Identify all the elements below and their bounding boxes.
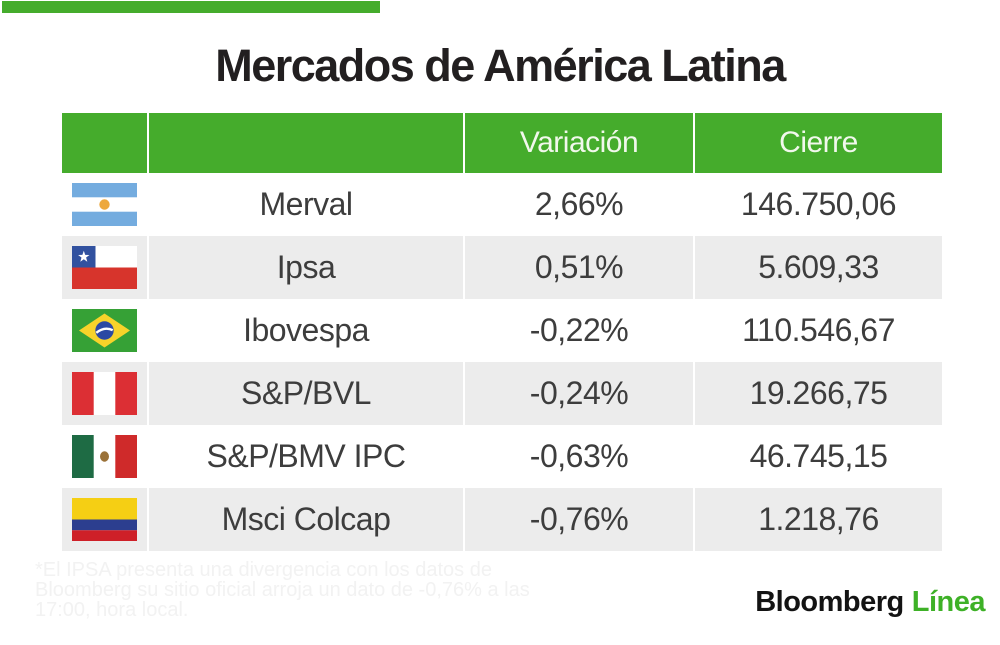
index-variation: 2,66% — [463, 173, 693, 236]
flag-cell — [62, 173, 147, 236]
colombia-flag-icon — [72, 498, 137, 541]
index-name: Merval — [147, 173, 463, 236]
flag-cell — [62, 299, 147, 362]
header-variacion: Variación — [463, 113, 693, 173]
index-variation: -0,63% — [463, 425, 693, 488]
index-variation: -0,24% — [463, 362, 693, 425]
index-close: 146.750,06 — [693, 173, 942, 236]
index-name: Msci Colcap — [147, 488, 463, 551]
index-name: S&P/BVL — [147, 362, 463, 425]
header-flag-cell — [62, 113, 147, 173]
index-name: Ibovespa — [147, 299, 463, 362]
table-header-row: Variación Cierre — [62, 113, 942, 173]
index-name: Ipsa — [147, 236, 463, 299]
index-variation: 0,51% — [463, 236, 693, 299]
mexico-flag-icon — [72, 435, 137, 478]
index-close: 5.609,33 — [693, 236, 942, 299]
table-row-merval: Merval 2,66% 146.750,06 — [62, 173, 942, 236]
logo-linea: Línea — [911, 586, 986, 618]
flag-cell — [62, 362, 147, 425]
table-row-ibovespa: Ibovespa -0,22% 110.546,67 — [62, 299, 942, 362]
index-close: 110.546,67 — [693, 299, 942, 362]
index-variation: -0,22% — [463, 299, 693, 362]
table-row-ipsa: Ipsa 0,51% 5.609,33 — [62, 236, 942, 299]
bloomberg-linea-logo: Bloomberg Línea — [755, 586, 985, 619]
index-variation: -0,76% — [463, 488, 693, 551]
markets-table: Variación Cierre Merval 2,66% 146.750,06 — [62, 113, 942, 551]
table-row-mscicolcap: Msci Colcap -0,76% 1.218,76 — [62, 488, 942, 551]
flag-cell — [62, 488, 147, 551]
index-close: 46.745,15 — [693, 425, 942, 488]
logo-bloomberg: Bloomberg — [755, 586, 904, 618]
footnote-line: Bloomberg su sitio oficial arroja un dat… — [35, 579, 530, 601]
flag-cell — [62, 425, 147, 488]
flag-cell — [62, 236, 147, 299]
chile-flag-icon — [72, 246, 137, 289]
index-name: S&P/BMV IPC — [147, 425, 463, 488]
table-row-spbmvipc: S&P/BMV IPC -0,63% 46.745,15 — [62, 425, 942, 488]
accent-bar — [2, 1, 380, 13]
footnote: *El IPSA presenta una divergencia con lo… — [35, 560, 530, 620]
argentina-flag-icon — [72, 183, 137, 226]
brazil-flag-icon — [72, 309, 137, 352]
footnote-line: *El IPSA presenta una divergencia con lo… — [35, 559, 492, 581]
index-close: 19.266,75 — [693, 362, 942, 425]
table-row-spbvl: S&P/BVL -0,24% 19.266,75 — [62, 362, 942, 425]
page-title: Mercados de América Latina — [215, 40, 786, 91]
header-index-cell — [147, 113, 463, 173]
header-cierre: Cierre — [693, 113, 942, 173]
footnote-line: 17:00, hora local. — [35, 599, 189, 621]
peru-flag-icon — [72, 372, 137, 415]
index-close: 1.218,76 — [693, 488, 942, 551]
